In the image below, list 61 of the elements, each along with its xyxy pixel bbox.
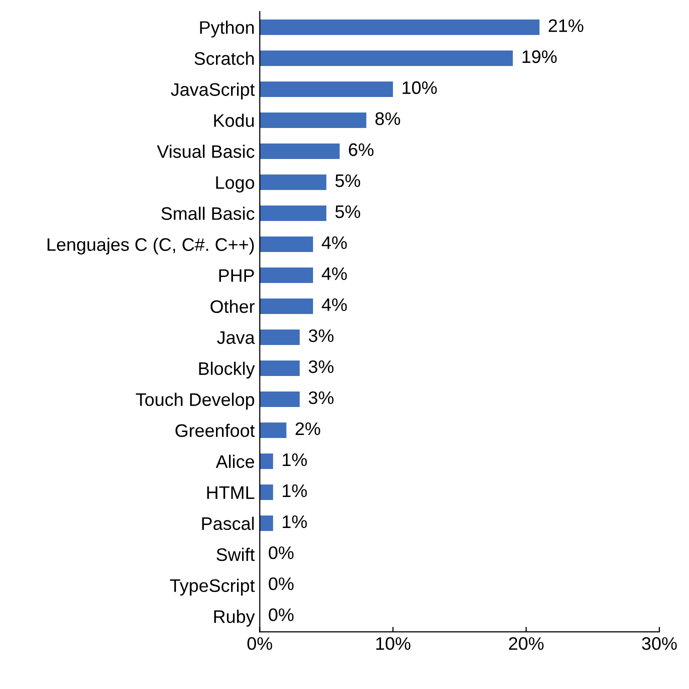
bar <box>260 392 300 408</box>
data-label: 19% <box>522 50 557 64</box>
data-label: 8% <box>375 112 400 126</box>
y-tick-label: Ruby <box>214 610 255 627</box>
data-label: 5% <box>335 205 360 218</box>
y-tick-label: Small Basic <box>161 206 254 220</box>
data-label: 6% <box>348 143 374 156</box>
bar <box>260 236 314 252</box>
data-label: 0% <box>268 608 294 622</box>
y-tick-label: Blockly <box>199 362 255 379</box>
data-label: 10% <box>402 81 437 94</box>
y-tick-label: Python <box>200 20 254 38</box>
data-label: 1% <box>282 484 307 498</box>
bar <box>260 81 393 97</box>
bar <box>260 422 286 438</box>
y-tick-label: Pascal <box>202 516 254 530</box>
bar <box>260 516 274 532</box>
bar <box>260 143 340 159</box>
data-label: 4% <box>322 298 347 312</box>
data-label: 0% <box>268 546 294 560</box>
bar <box>260 330 300 346</box>
bar <box>260 484 274 500</box>
data-label: 3% <box>308 391 334 404</box>
y-tick-label: JavaScript <box>170 82 255 100</box>
y-tick-label: Java <box>217 331 255 344</box>
y-tick-label: Alice <box>216 454 254 468</box>
y-tick-label: PHP <box>219 269 254 282</box>
data-label: 0% <box>268 577 294 590</box>
y-tick-label: Other <box>210 300 255 313</box>
data-label: 1% <box>282 453 307 466</box>
x-tick-label: 10% <box>376 637 410 650</box>
data-label: 2% <box>296 422 320 436</box>
data-label: 21% <box>548 19 584 32</box>
y-tick-label: Touch Develop <box>136 392 254 410</box>
x-tick-label: 0% <box>247 637 272 650</box>
data-label: 5% <box>335 174 360 188</box>
bar <box>260 174 326 190</box>
data-label: 3% <box>308 329 334 342</box>
bar <box>260 360 300 376</box>
bar <box>260 19 540 35</box>
bar <box>260 50 513 66</box>
data-label: 3% <box>308 360 334 374</box>
y-tick-label: Scratch <box>194 52 254 65</box>
y-tick-label: Logo <box>216 176 254 193</box>
y-tick-label: TypeScript <box>170 578 255 596</box>
y-tick-label: Swift <box>216 548 255 562</box>
data-label: 4% <box>322 267 347 280</box>
y-tick-label: Greenfoot <box>176 424 255 437</box>
data-label: 1% <box>282 515 307 528</box>
bar <box>260 454 274 470</box>
y-tick-label: Lenguajes C (C, C#. C++) <box>48 238 254 255</box>
x-tick-label: 20% <box>509 637 544 650</box>
y-tick-label: Visual Basic <box>156 144 254 158</box>
data-label: 4% <box>322 236 347 250</box>
x-tick-label: 30% <box>642 637 677 650</box>
y-tick-label: HTML <box>207 486 254 499</box>
y-tick-label: Kodu <box>214 114 254 127</box>
bar <box>260 298 314 314</box>
bar <box>260 268 314 284</box>
bar <box>260 205 326 221</box>
bar <box>260 112 366 128</box>
